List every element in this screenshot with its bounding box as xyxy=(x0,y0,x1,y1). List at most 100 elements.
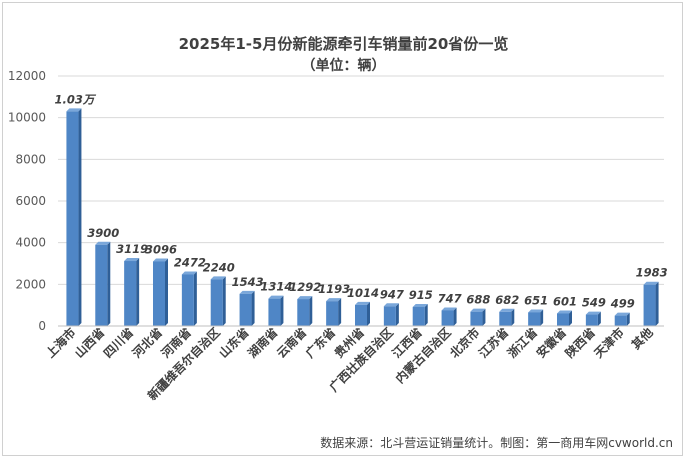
data-source-note: 数据来源：北斗营运证销量统计。制图：第一商用车网cvworld.cn xyxy=(320,436,673,450)
bar xyxy=(355,304,367,326)
bar-top xyxy=(355,301,370,305)
bar xyxy=(585,314,598,326)
bar xyxy=(95,244,108,326)
bar-side xyxy=(597,311,601,326)
bar-top xyxy=(268,295,284,299)
bar xyxy=(499,311,512,326)
bar-top xyxy=(412,303,428,307)
bar-side xyxy=(540,309,544,326)
data-label: 688 xyxy=(466,293,490,307)
x-category-label: 浙江省 xyxy=(504,325,540,361)
data-label: 1292 xyxy=(289,280,321,294)
data-label: 3900 xyxy=(87,226,119,240)
data-label: 682 xyxy=(495,293,519,307)
bar-side xyxy=(309,296,313,326)
bar-side xyxy=(453,307,457,326)
bar xyxy=(297,299,310,326)
data-label: 1314 xyxy=(260,280,292,294)
bar-side xyxy=(193,271,197,326)
data-label: 1543 xyxy=(232,275,264,289)
data-label: 499 xyxy=(610,297,635,311)
data-label: 1.03万 xyxy=(54,92,96,106)
x-category-label: 四川省 xyxy=(100,325,136,361)
bar-side xyxy=(395,303,399,326)
bar-top xyxy=(528,309,544,313)
bar xyxy=(66,111,79,327)
bar xyxy=(239,293,252,326)
x-category-label: 山西省 xyxy=(71,325,107,361)
data-label: 2472 xyxy=(174,256,206,270)
y-tick-label: 12000 xyxy=(8,69,46,83)
bar xyxy=(210,279,223,326)
bar-side xyxy=(280,295,284,326)
bar xyxy=(268,298,281,326)
x-category-label: 云南省 xyxy=(273,325,309,361)
bar-side xyxy=(482,308,486,326)
data-label: 1193 xyxy=(318,282,350,296)
data-label: 947 xyxy=(380,287,404,301)
x-category-label: 北京市 xyxy=(446,325,482,361)
y-tick-label: 2000 xyxy=(15,277,46,291)
data-label: 3119 xyxy=(116,242,148,256)
x-category-label: 上海市 xyxy=(42,325,78,361)
bar-side xyxy=(511,308,515,326)
bar-side xyxy=(424,303,428,326)
x-category-label: 湖南省 xyxy=(244,325,280,361)
data-label: 2240 xyxy=(203,260,235,274)
y-tick-label: 10000 xyxy=(8,111,46,125)
bar-top xyxy=(66,108,82,112)
bar xyxy=(181,274,194,326)
bar-top xyxy=(210,276,226,280)
data-label: 601 xyxy=(553,294,577,308)
x-category-label: 其他 xyxy=(628,325,656,353)
bar-top xyxy=(181,271,197,275)
y-tick-label: 8000 xyxy=(15,152,46,166)
x-category-label: 安徽省 xyxy=(533,325,569,361)
bar-top xyxy=(95,241,111,245)
bar xyxy=(470,311,483,326)
bar-top xyxy=(470,308,486,312)
bar-top xyxy=(557,310,572,314)
x-category-label: 江苏省 xyxy=(475,325,511,361)
bar-top xyxy=(441,307,457,311)
bar-top xyxy=(585,311,601,315)
x-category-label: 陕西省 xyxy=(562,325,598,361)
chart-title: 2025年1-5月份新能源牵引车销量前20省份一览 xyxy=(178,35,509,53)
bar xyxy=(441,310,454,326)
data-label: 651 xyxy=(524,293,548,307)
data-label: 549 xyxy=(582,296,606,310)
x-category-label: 河北省 xyxy=(128,325,165,362)
y-tick-label: 4000 xyxy=(15,236,46,250)
bar-top xyxy=(643,281,659,285)
bar-side xyxy=(655,281,659,326)
bar-side xyxy=(338,298,342,326)
chart-frame xyxy=(2,2,683,456)
bar-side xyxy=(222,276,226,326)
bar-top xyxy=(153,258,168,262)
bar-side xyxy=(107,241,111,326)
bar-side xyxy=(626,312,630,326)
bar-side xyxy=(78,108,82,327)
bar-side xyxy=(367,301,370,326)
bar-side xyxy=(251,290,255,326)
bar-side xyxy=(136,258,140,326)
bar-top xyxy=(326,298,342,302)
chart-subtitle: （单位：辆） xyxy=(301,58,386,74)
data-label: 915 xyxy=(409,288,433,302)
bar-top xyxy=(239,290,255,294)
y-tick-label: 6000 xyxy=(15,194,46,208)
bar xyxy=(124,261,137,326)
bar xyxy=(383,306,396,326)
y-tick-label: 0 xyxy=(38,319,46,333)
bar-top xyxy=(124,258,140,262)
bar-side xyxy=(569,310,572,326)
bar xyxy=(614,315,627,326)
bar xyxy=(326,301,339,326)
bar xyxy=(557,313,569,326)
x-category-label: 山东省 xyxy=(216,325,252,361)
bar xyxy=(528,312,541,326)
bar xyxy=(643,284,656,326)
x-category-label: 广东省 xyxy=(302,325,338,361)
bar-top xyxy=(499,308,515,312)
